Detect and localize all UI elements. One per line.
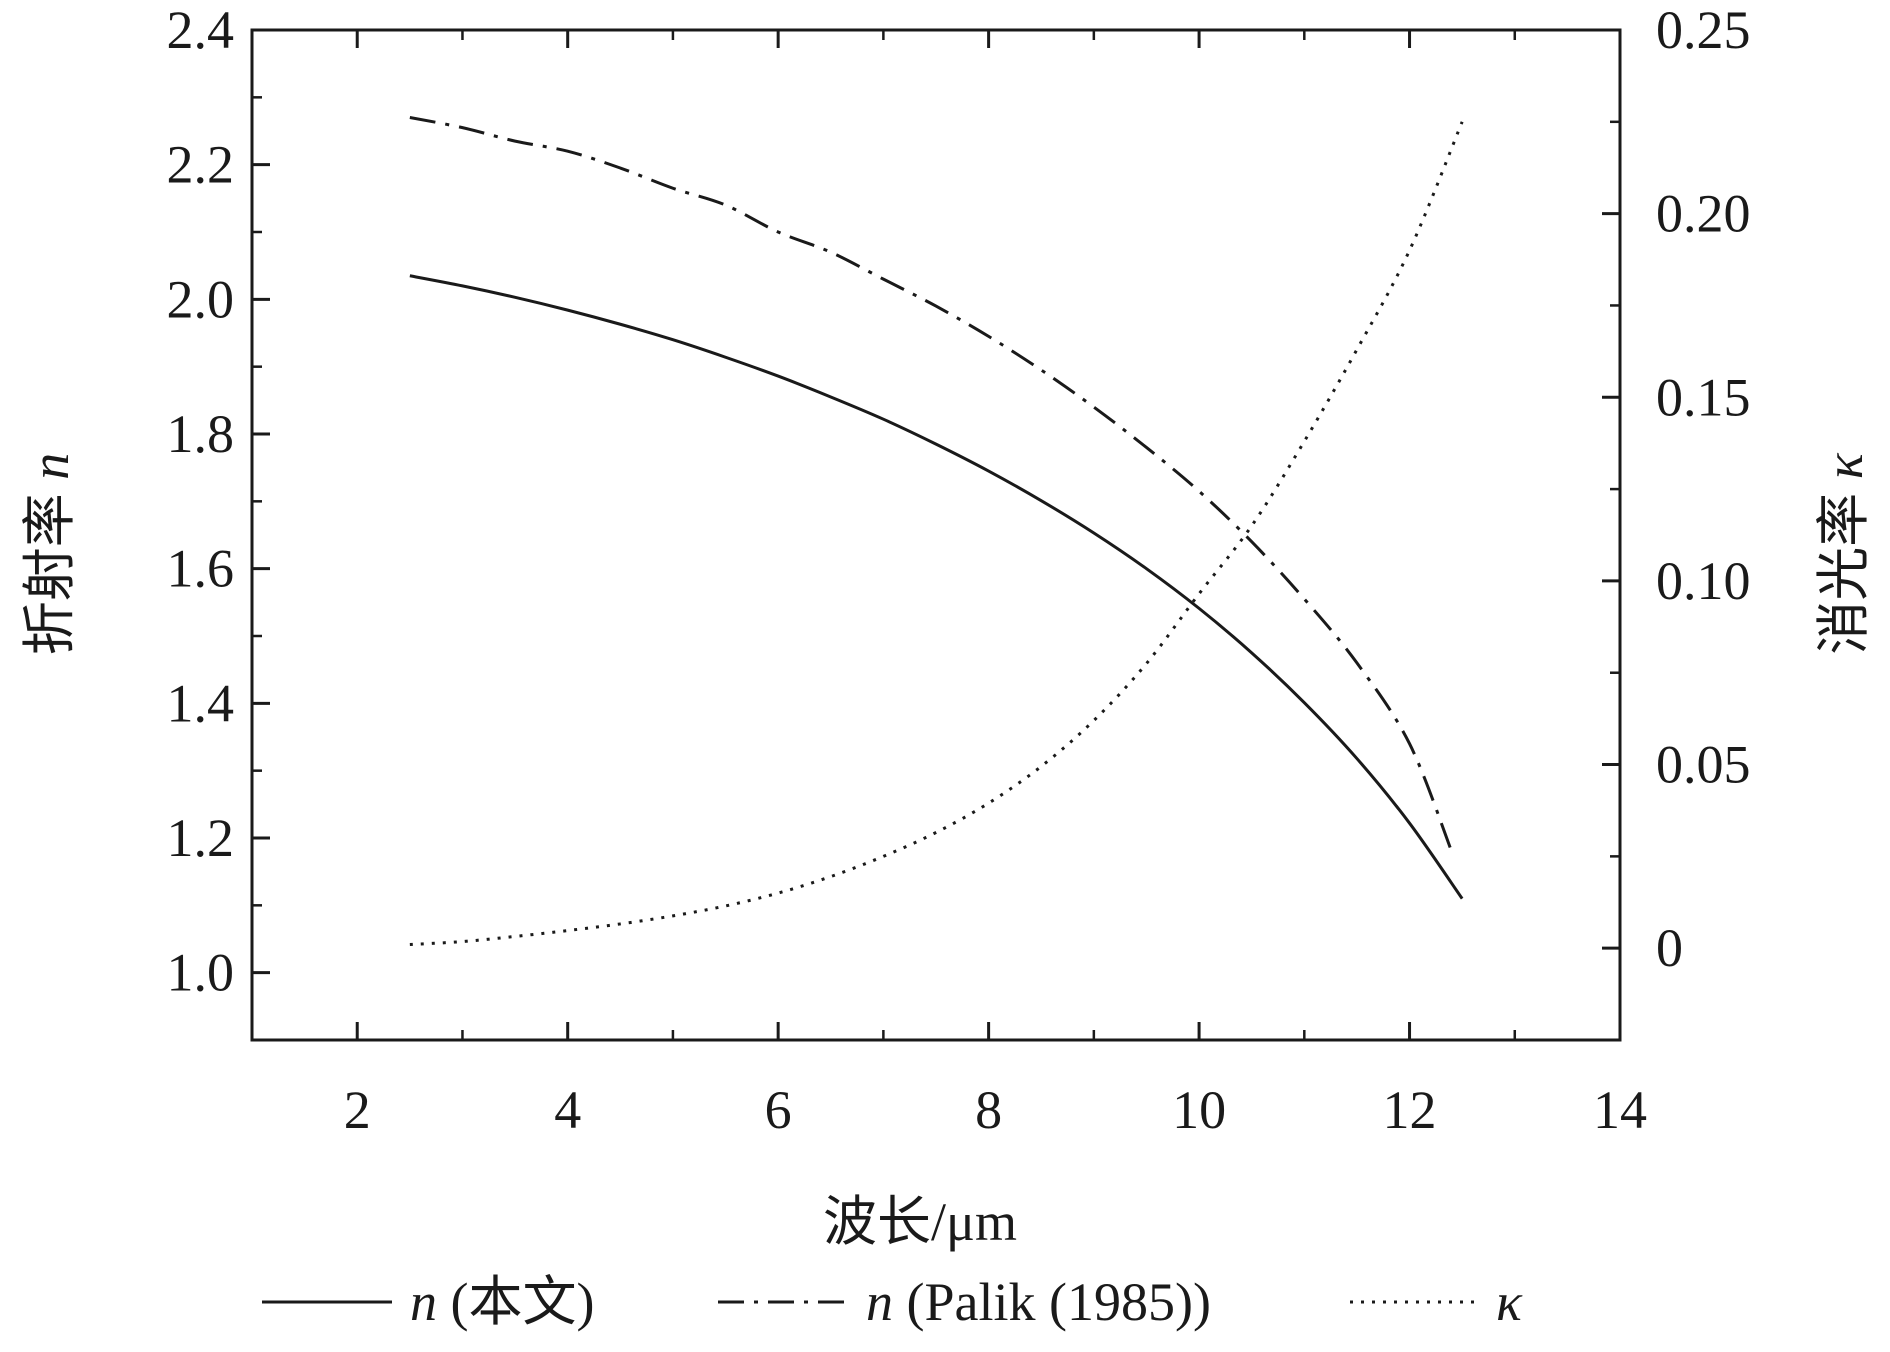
y-axis-left-title: 折射率 n — [20, 453, 80, 656]
y-axis-right: 0 0.05 0.10 0.15 0.20 0.25 — [1602, 0, 1751, 1042]
x-tick-label: 2 — [344, 1080, 371, 1140]
x-tick-label: 6 — [765, 1080, 792, 1140]
y-right-tick-label: 0.25 — [1656, 0, 1751, 60]
plot-area — [250, 28, 1622, 1042]
legend-label: n (Palik (1985)) — [866, 1272, 1211, 1332]
x-axis: 2 4 6 8 10 12 14 — [250, 30, 1647, 1140]
y-right-tick-label: 0.15 — [1656, 367, 1751, 427]
y-left-tick-label: 2.4 — [167, 0, 235, 60]
legend: n (本文) n (Palik (1985)) κ — [262, 1272, 1523, 1332]
y-axis-left: 1.0 1.2 1.4 1.6 1.8 2.0 2.2 2.4 — [167, 0, 270, 1042]
y-left-tick-label: 1.6 — [167, 539, 235, 599]
y-left-tick-label: 2.2 — [167, 135, 235, 195]
series-line — [409, 274, 1464, 900]
legend-label: κ — [1496, 1272, 1523, 1332]
y-axis-right-title: 消光率 κ — [1814, 452, 1874, 655]
y-left-tick-label: 1.2 — [167, 808, 235, 868]
x-axis-title: 波长/μm — [823, 1192, 1017, 1252]
y-right-tick-label: 0.20 — [1656, 184, 1751, 244]
series-line — [409, 116, 1454, 853]
x-tick-label: 10 — [1172, 1080, 1226, 1140]
x-tick-label: 4 — [554, 1080, 581, 1140]
y-left-tick-label: 1.0 — [167, 943, 235, 1003]
series-layer — [409, 116, 1464, 947]
y-right-tick-label: 0 — [1656, 918, 1683, 978]
series-line — [409, 121, 1464, 947]
y-left-tick-label: 1.8 — [167, 404, 235, 464]
legend-label: n (本文) — [410, 1272, 594, 1332]
y-left-tick-label: 2.0 — [167, 269, 235, 329]
y-right-tick-label: 0.10 — [1656, 551, 1751, 611]
x-tick-label: 8 — [975, 1080, 1002, 1140]
y-right-tick-label: 0.05 — [1656, 735, 1751, 795]
x-tick-label: 14 — [1593, 1080, 1647, 1140]
x-tick-label: 12 — [1383, 1080, 1437, 1140]
plot-frame — [250, 28, 1622, 1042]
y-left-tick-label: 1.4 — [167, 673, 235, 733]
